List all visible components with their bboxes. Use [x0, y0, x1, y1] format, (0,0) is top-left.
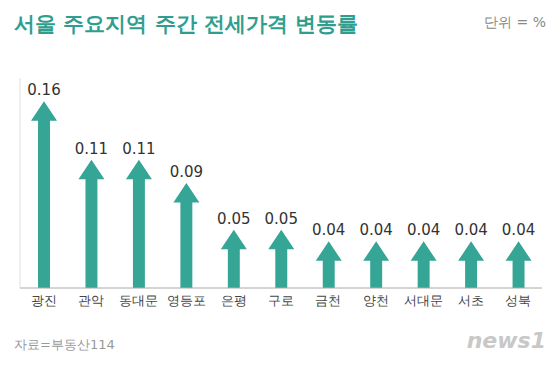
svg-text:0.11: 0.11	[122, 140, 155, 158]
svg-text:0.04: 0.04	[407, 221, 440, 239]
svg-text:은평: 은평	[221, 293, 247, 308]
html-text:자료=부동산114: 자료=부동산114	[14, 337, 115, 352]
svg-text:0.04: 0.04	[312, 221, 345, 239]
svg-text:0.04: 0.04	[454, 221, 487, 239]
html-text:news1: news1	[466, 328, 546, 353]
svg-text:금천: 금천	[315, 293, 341, 308]
svg-text:구로: 구로	[268, 293, 294, 308]
svg-text:동대문: 동대문	[119, 293, 158, 308]
html-text:단위 = %: 단위 = %	[484, 14, 546, 30]
svg-text:서대문: 서대문	[404, 293, 443, 308]
svg-text:관악: 관악	[78, 293, 104, 308]
html-text:서울 주요지역 주간 전세가격 변동률: 서울 주요지역 주간 전세가격 변동률	[14, 12, 359, 36]
svg-text:0.04: 0.04	[502, 221, 535, 239]
svg-text:양천: 양천	[363, 293, 389, 308]
svg-text:0.11: 0.11	[75, 140, 108, 158]
svg-text:0.05: 0.05	[217, 210, 250, 228]
svg-text:성북: 성북	[505, 293, 531, 308]
svg-text:영등포: 영등포	[167, 293, 206, 308]
svg-text:0.05: 0.05	[265, 210, 298, 228]
svg-text:0.09: 0.09	[170, 163, 203, 181]
svg-text:0.16: 0.16	[27, 81, 60, 99]
svg-text:0.04: 0.04	[359, 221, 392, 239]
svg-text:서초: 서초	[458, 293, 484, 308]
svg-text:광진: 광진	[31, 293, 57, 308]
